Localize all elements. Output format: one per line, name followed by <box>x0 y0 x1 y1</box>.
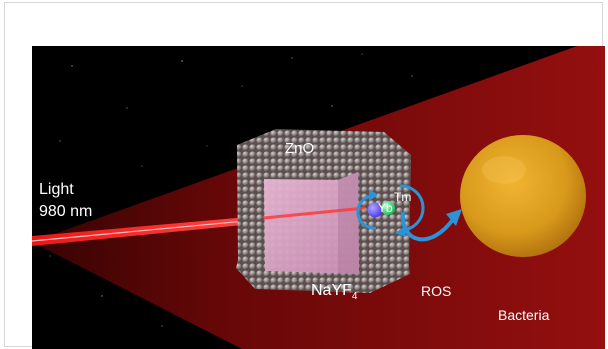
zno-label: ZnO <box>285 141 314 156</box>
bacteria-highlight <box>482 156 526 184</box>
tm-label: Tm <box>394 191 411 203</box>
light-label: Light 980 nm <box>39 179 92 223</box>
nayf4-label: NaYF4 <box>311 283 357 302</box>
yb-label: Yb <box>378 202 393 214</box>
bacteria-label: Bacteria <box>498 308 549 322</box>
light-label-line2: 980 nm <box>39 201 92 223</box>
light-label-line1: Light <box>39 179 92 201</box>
ros-label: ROS <box>421 284 451 298</box>
figure-frame: Light 980 nm ZnO Yb Tm NaYF4 ROS Bacteri… <box>4 2 603 347</box>
nayf4-core-side <box>338 172 359 274</box>
illustration-scene: Light 980 nm ZnO Yb Tm NaYF4 ROS Bacteri… <box>32 46 605 349</box>
illustration-canvas <box>32 46 605 349</box>
bacteria-cell <box>460 135 586 257</box>
nayf4-label-subscript: 4 <box>352 291 358 302</box>
nayf4-label-base: NaYF <box>311 282 352 299</box>
